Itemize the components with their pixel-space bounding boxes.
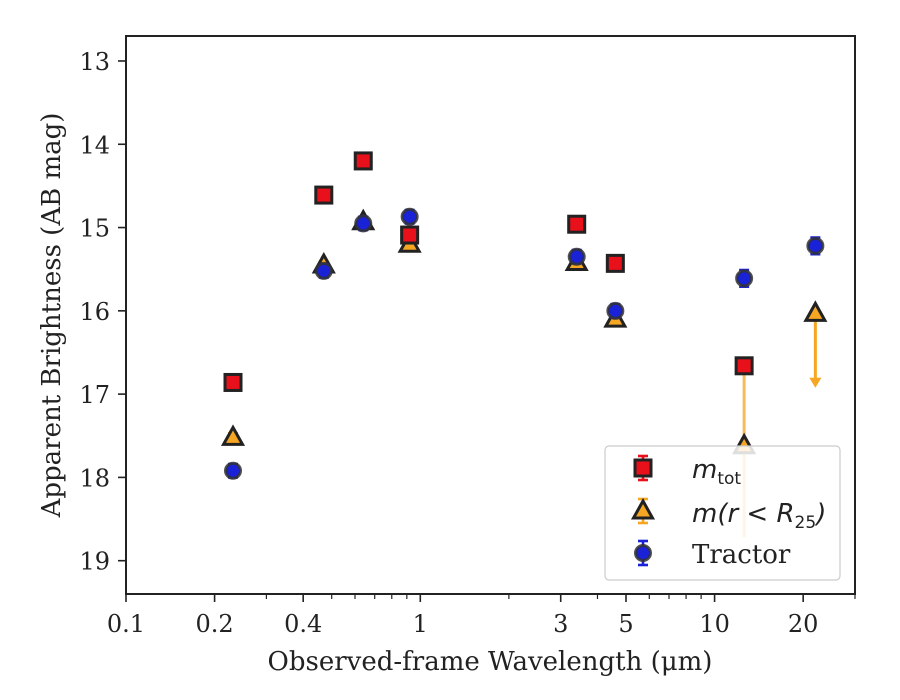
data-point-square	[400, 225, 420, 245]
y-tick-label: 13	[79, 48, 110, 76]
legend-label-mtot: mtot	[692, 455, 741, 489]
data-point-circle	[400, 207, 419, 226]
data-point-circle	[224, 461, 243, 480]
x-tick-label: 3	[553, 610, 568, 638]
series-circle	[224, 207, 825, 480]
data-point-triangle	[803, 300, 828, 322]
legend-marker-circle	[634, 544, 652, 562]
x-tick-label: 5	[618, 610, 633, 638]
data-point-square	[605, 253, 625, 273]
data-point-circle	[735, 269, 754, 288]
data-point-circle	[567, 247, 586, 266]
y-tick-label: 16	[79, 298, 110, 326]
series-square	[223, 151, 754, 392]
x-tick-label: 0.1	[107, 610, 145, 638]
legend-marker-square	[633, 458, 653, 478]
y-axis-label: Apparent Brightness (AB mag)	[37, 113, 67, 519]
x-tick-label: 0.2	[196, 610, 234, 638]
data-point-circle	[314, 261, 333, 280]
y-tick-label: 15	[79, 215, 110, 243]
legend-box	[604, 445, 841, 581]
legend-label-tractor: Tractor	[692, 540, 791, 570]
x-tick-label: 0.4	[284, 610, 322, 638]
data-point-circle	[806, 236, 825, 255]
data-point-square	[567, 214, 587, 234]
legend-marker-triangle	[630, 497, 656, 520]
data-point-circle	[354, 214, 373, 233]
y-tick-label: 17	[79, 381, 110, 409]
data-point-circle	[606, 301, 625, 320]
data-point-triangle	[220, 424, 246, 446]
y-tick-label: 18	[79, 464, 110, 492]
data-point-square	[314, 185, 334, 205]
x-tick-label: 20	[788, 610, 819, 638]
data-point-square	[734, 356, 754, 376]
y-tick-label: 14	[79, 131, 110, 159]
data-point-square	[353, 151, 373, 171]
plot-frame	[125, 35, 856, 595]
x-axis-label: Observed-frame Wavelength (μm)	[268, 647, 713, 677]
x-tick-label: 1	[413, 610, 428, 638]
x-tick-label: 10	[699, 610, 730, 638]
legend: mtot m(r < R25) Tractor	[604, 445, 841, 581]
data-point-square	[223, 372, 243, 392]
upper-limit-arrow	[809, 377, 822, 388]
legend-label-mr25: m(r < R25)	[692, 499, 826, 533]
y-tick-label: 19	[79, 548, 110, 576]
